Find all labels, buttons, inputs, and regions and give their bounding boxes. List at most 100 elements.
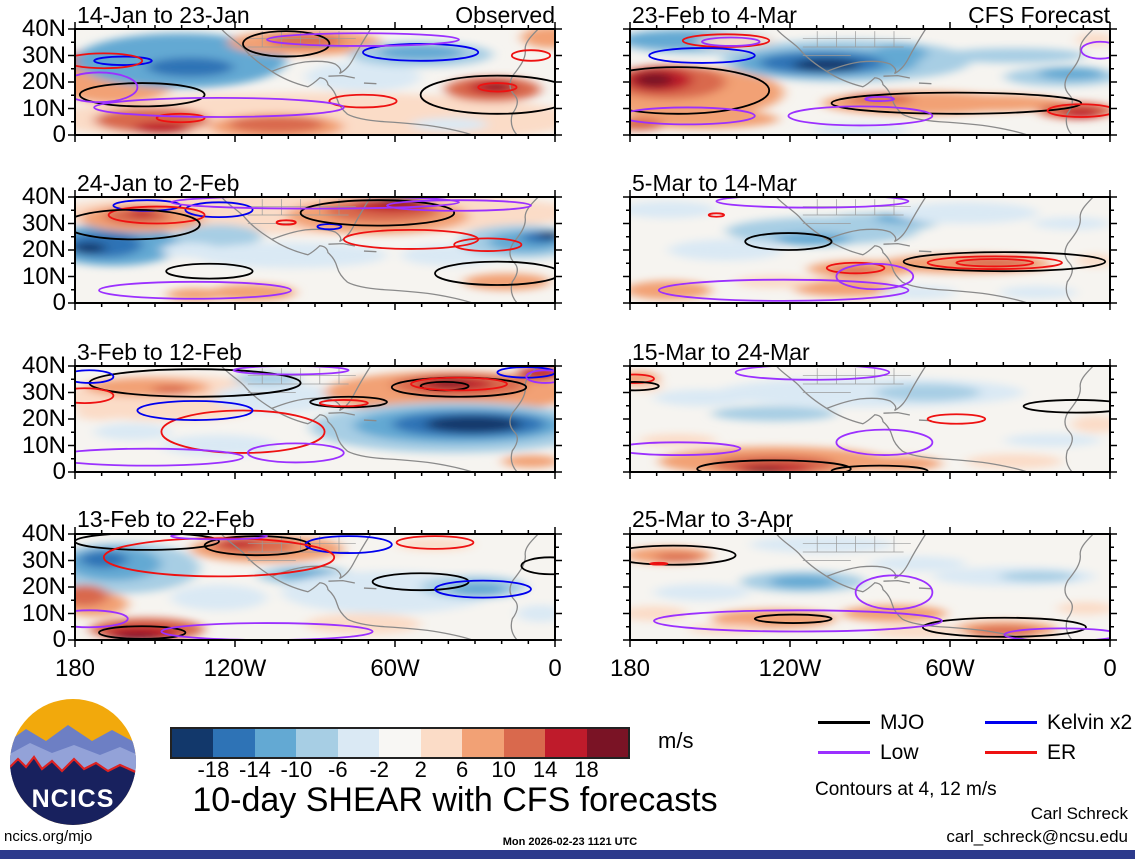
mjo-contour xyxy=(78,82,206,108)
low-contour xyxy=(653,609,943,633)
mjo-contour xyxy=(1022,399,1110,414)
anomaly-blob xyxy=(630,280,712,300)
coastline xyxy=(919,588,931,589)
x-axis-label: 180 xyxy=(609,655,651,682)
panel-title: 25-Mar to 3-Apr xyxy=(632,506,794,532)
coastline xyxy=(827,366,926,411)
anomaly-blob xyxy=(1004,433,1101,447)
er-legend-line xyxy=(985,751,1037,754)
coastline xyxy=(919,83,931,84)
anomaly-blob xyxy=(151,385,191,394)
y-axis-label: 0 xyxy=(52,121,66,148)
anomaly-blob xyxy=(812,123,909,135)
colorbar-tick-label: -6 xyxy=(328,757,348,782)
anomaly-blob xyxy=(735,275,813,289)
colorbar-tick-label: -2 xyxy=(369,757,390,782)
coastline xyxy=(827,534,926,579)
map-panel xyxy=(623,359,1117,479)
anomaly-blob xyxy=(502,455,555,468)
x-axis-label: 60W xyxy=(370,655,420,682)
coastline xyxy=(364,251,376,252)
low-legend-line xyxy=(818,751,870,754)
coastline xyxy=(883,413,909,415)
colorbar-tick-label: 6 xyxy=(456,757,469,782)
coastline xyxy=(919,251,931,252)
low-contour xyxy=(232,366,350,376)
colorbar-tick-label: 14 xyxy=(532,757,558,782)
low-contour xyxy=(246,442,345,464)
er-contour xyxy=(707,212,725,218)
map-panel xyxy=(68,22,562,142)
anomaly-blob xyxy=(745,467,784,472)
anomaly-blob xyxy=(195,242,387,269)
er-contour xyxy=(1046,103,1110,118)
er-contour xyxy=(275,219,297,226)
low-contour xyxy=(835,428,934,456)
low-contour xyxy=(864,95,895,102)
y-axis-label: 30N xyxy=(21,209,66,237)
anomaly-blob xyxy=(942,48,1086,63)
state-borders xyxy=(803,31,911,55)
coastline xyxy=(827,197,926,242)
anomaly-blob xyxy=(209,283,296,301)
y-axis-label: 0 xyxy=(52,289,66,316)
y-axis-label: 40N xyxy=(21,183,66,210)
panel-frame xyxy=(74,196,556,304)
coastline xyxy=(510,534,538,640)
er-contour xyxy=(825,261,886,275)
map-panel xyxy=(623,190,1117,310)
colorbar-units: m/s xyxy=(658,728,694,753)
coastline xyxy=(328,244,354,246)
low-contour xyxy=(787,105,934,127)
anomaly-blob xyxy=(1062,107,1101,119)
anomaly-blob xyxy=(999,571,1077,582)
x-axis-label: 180 xyxy=(54,655,96,682)
mjo-contour xyxy=(75,534,220,551)
anomaly-blob xyxy=(711,406,837,422)
low-contour xyxy=(75,609,129,629)
colorbar-tick-label: 10 xyxy=(491,757,516,782)
er-contour xyxy=(453,237,523,252)
er-contour xyxy=(395,535,475,550)
low-contour xyxy=(715,197,910,209)
mjo-contour xyxy=(630,544,737,566)
er-contour xyxy=(75,52,144,70)
coastline xyxy=(827,29,926,74)
legend-label-er: ER xyxy=(1047,741,1077,764)
map-panel xyxy=(68,190,562,310)
coastline xyxy=(272,197,371,242)
low-contour xyxy=(854,574,934,611)
anomaly-blob xyxy=(750,536,894,554)
y-axis-label: 10N xyxy=(21,262,66,290)
state-borders xyxy=(248,31,356,55)
anomaly-blob xyxy=(793,58,861,72)
kelvin-contour xyxy=(75,369,115,384)
x-axis-label: 120W xyxy=(203,655,267,682)
panel-title: 24-Jan to 2-Feb xyxy=(77,170,240,196)
legend-label-mjo: MJO xyxy=(880,711,925,734)
anomaly-blob xyxy=(654,583,750,601)
colorbar-segment xyxy=(503,729,546,757)
map-panel xyxy=(68,527,562,647)
y-axis-label: 20N xyxy=(21,573,66,600)
colorbar-segment xyxy=(379,729,421,757)
anomaly-blob xyxy=(75,242,107,254)
y-axis-label: 30N xyxy=(21,546,66,574)
mjo-contour xyxy=(753,613,833,624)
panel-title: 5-Mar to 14-Mar xyxy=(632,170,797,196)
mjo-contour xyxy=(696,459,852,472)
anomaly-blob xyxy=(846,456,942,471)
colorbar-tick-label: -10 xyxy=(280,757,313,782)
kelvin-contour xyxy=(184,201,254,219)
logo-foreground xyxy=(10,757,136,825)
anomaly-blob xyxy=(377,44,464,60)
mjo-contour xyxy=(630,381,660,392)
er-contour xyxy=(160,409,326,454)
panel-frame xyxy=(74,28,556,136)
er-contour xyxy=(318,399,369,408)
coastline xyxy=(364,420,376,421)
colorbar xyxy=(170,727,630,759)
anomaly-blob xyxy=(132,122,191,135)
y-axis-label: 30N xyxy=(21,378,66,406)
